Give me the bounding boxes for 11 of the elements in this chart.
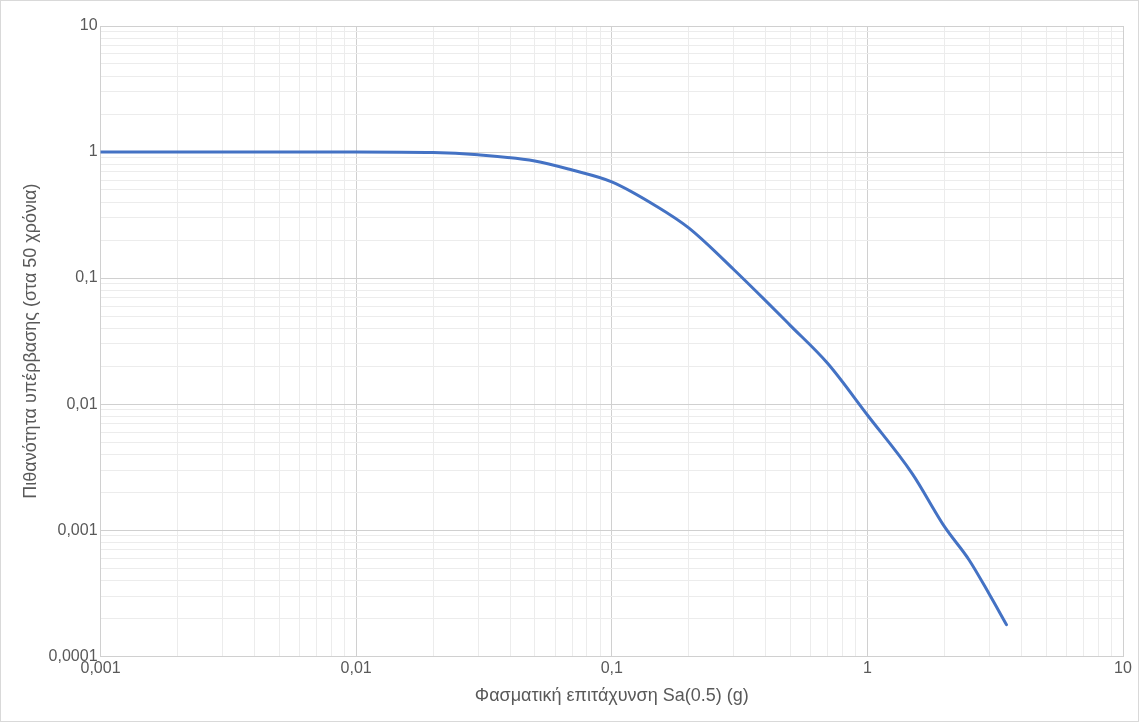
y-tick-label: 0,01 — [66, 394, 98, 412]
y-tick-label: 1 — [88, 142, 98, 160]
x-tick-label: 0,1 — [600, 659, 623, 677]
x-tick-label: 10 — [1114, 659, 1132, 677]
x-axis-title: Φασματική επιτάχυνση Sa(0.5) (g) — [474, 685, 749, 706]
x-tick-label: 1 — [862, 659, 872, 677]
y-tick-label: 0,1 — [75, 268, 98, 286]
y-axis-title: Πιθανότητα υπέρβασης (στα 50 χρόνια) — [19, 183, 40, 499]
x-tick-label: 0,01 — [340, 659, 372, 677]
y-tick-label: 10 — [79, 16, 98, 34]
y-tick-label: 0,001 — [57, 520, 98, 538]
